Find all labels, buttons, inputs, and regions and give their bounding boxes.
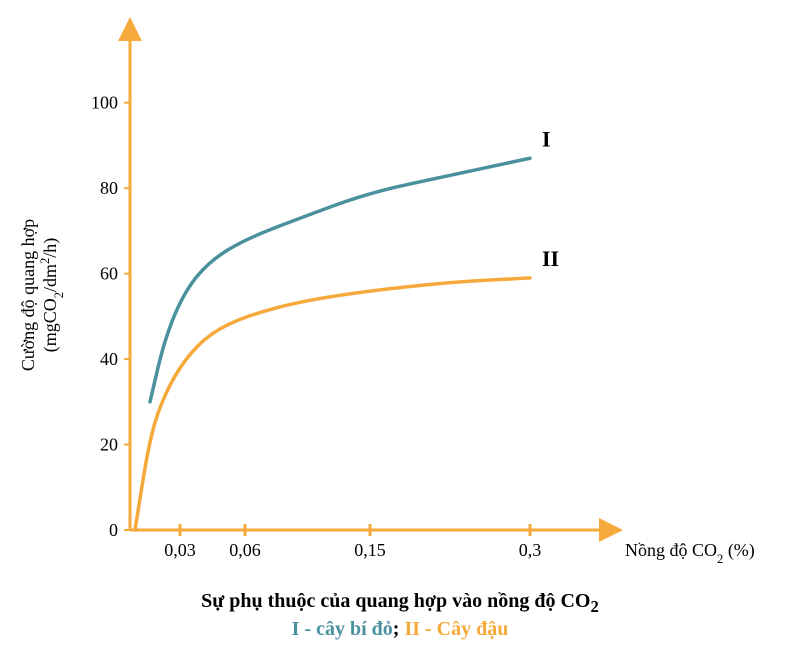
y-tick-label: 20 bbox=[100, 435, 118, 455]
y-tick-label: 0 bbox=[109, 520, 118, 540]
chart-svg: 0 20 40 60 80 100 0,03 0,06 0,15 0,3 Nồng độ CO2 (… bbox=[0, 0, 800, 671]
x-tick-label: 0,06 bbox=[229, 540, 261, 560]
x-tick-label: 0,15 bbox=[354, 540, 386, 560]
x-tick-label: 0,03 bbox=[164, 540, 196, 560]
y-axis-label: Cường độ quang hợp(mgCO2/dm2/h) bbox=[18, 219, 66, 371]
svg-text:Cường độ quang hợp: Cường độ quang hợp bbox=[18, 219, 38, 371]
y-tick-label: 40 bbox=[100, 349, 118, 369]
series-label-II: II bbox=[542, 246, 559, 271]
chart-caption: Sự phụ thuộc của quang hợp vào nồng độ C… bbox=[0, 590, 800, 617]
chart-legend: I - cây bí đỏ; II - Cây đậu bbox=[0, 618, 800, 641]
y-tick-label: 80 bbox=[100, 178, 118, 198]
legend-series-II: II - Cây đậu bbox=[404, 618, 508, 640]
legend-sep: ; bbox=[393, 618, 405, 640]
x-tick-label: 0,3 bbox=[519, 540, 542, 560]
caption-sub: 2 bbox=[591, 597, 599, 616]
svg-text:(mgCO2/dm2/h): (mgCO2/dm2/h) bbox=[38, 238, 66, 353]
legend-series-I: I - cây bí đỏ bbox=[292, 618, 393, 640]
y-tick-label: 60 bbox=[100, 264, 118, 284]
caption-text: Sự phụ thuộc của quang hợp vào nồng độ C… bbox=[201, 590, 590, 612]
y-tick-label: 100 bbox=[91, 93, 118, 113]
series-label-I: I bbox=[542, 126, 551, 151]
series-II bbox=[135, 278, 530, 530]
chart-container: 0 20 40 60 80 100 0,03 0,06 0,15 0,3 Nồng độ CO2 (… bbox=[0, 0, 800, 671]
x-axis-label: Nồng độ CO2 (%) bbox=[625, 540, 755, 566]
